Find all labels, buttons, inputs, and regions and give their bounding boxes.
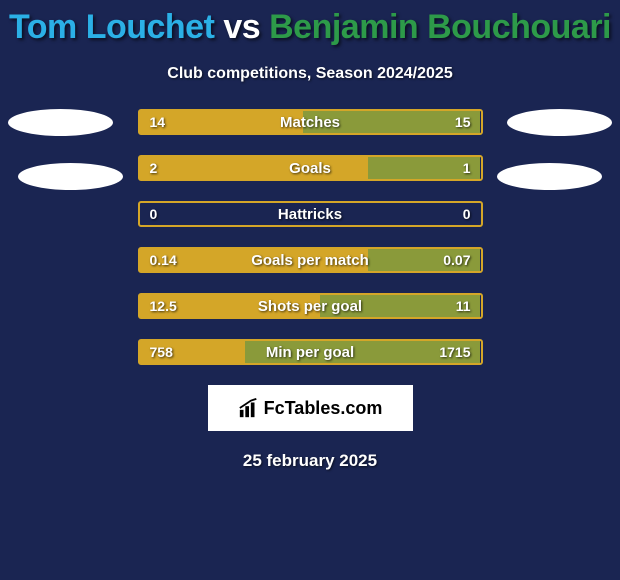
date-text: 25 february 2025 [0,451,620,471]
versus-word: vs [223,8,269,46]
stat-row: 0 0Hattricks [138,201,483,227]
stat-row: 12.511Shots per goal [138,293,483,319]
brand-logo: FcTables.com [208,385,413,431]
left-bar-fill [140,341,246,363]
player2-name: Benjamin Bouchouari [269,8,611,46]
player1-name: Tom Louchet [9,8,214,46]
stat-row: 21Goals [138,155,483,181]
left-bar-fill [140,295,321,317]
subtitle: Club competitions, Season 2024/2025 [0,65,620,83]
stat-row: 0.140.07Goals per match [138,247,483,273]
stat-row: 1415Matches [138,109,483,135]
right-bar-fill [245,341,480,363]
right-bar-fill [368,249,481,271]
left-bar-fill [140,249,368,271]
comparison-title: Tom Louchet vs Benjamin Bouchouari [0,0,620,47]
decorative-ellipse [507,109,612,136]
left-bar-fill [140,111,304,133]
stat-rows-container: 1415Matches 21Goals 0 0Hattricks 0.140.07Goa… [138,109,483,365]
chart-icon [238,397,260,419]
decorative-ellipse [8,109,113,136]
right-bar-fill [303,111,480,133]
decorative-ellipse [18,163,123,190]
right-bar-fill [320,295,480,317]
right-value: 0 [463,203,471,225]
brand-text: FcTables.com [264,398,383,419]
stat-row: 7581715Min per goal [138,339,483,365]
left-bar-fill [140,157,368,179]
decorative-ellipse [497,163,602,190]
metric-label: Hattricks [140,203,481,225]
left-value: 0 [150,203,158,225]
stats-stage: 1415Matches 21Goals 0 0Hattricks 0.140.07Goa… [0,109,620,365]
right-bar-fill [368,157,481,179]
